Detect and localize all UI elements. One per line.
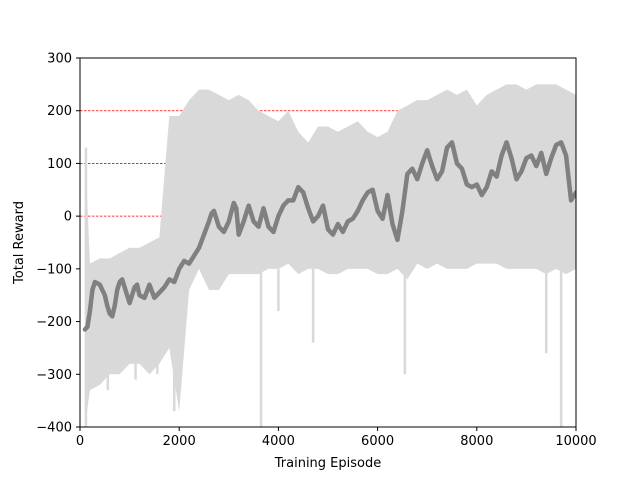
y-tick-label: 300: [47, 52, 72, 67]
axes-frame: [79, 57, 577, 428]
x-tick-label: 0: [76, 434, 84, 449]
raw-reward-band: [84, 84, 576, 427]
x-tick-label: 2000: [163, 434, 196, 449]
x-tick-label: 6000: [361, 434, 394, 449]
x-tick-label: 4000: [262, 434, 295, 449]
y-tick-label: 200: [47, 104, 72, 119]
y-tick-label: −300: [36, 368, 72, 383]
moving-average-series: [82, 140, 576, 332]
x-tick-label: 10000: [555, 434, 596, 449]
moving-average-line: [82, 140, 576, 332]
x-axis: 0 2000 4000 6000 8000 10000: [76, 427, 597, 449]
x-tick-label: 8000: [460, 434, 493, 449]
y-tick-label: 100: [47, 157, 72, 172]
y-tick-label: 0: [64, 210, 72, 225]
raw-reward-series: [84, 84, 576, 427]
x-axis-label: Training Episode: [274, 456, 381, 471]
y-axis-label: Total Reward: [12, 201, 27, 285]
y-tick-label: −100: [36, 262, 72, 277]
y-tick-label: −200: [36, 315, 72, 330]
y-tick-label: −400: [36, 421, 72, 436]
y-axis: −400 −300 −200 −100 0 100 200 300: [36, 52, 80, 436]
